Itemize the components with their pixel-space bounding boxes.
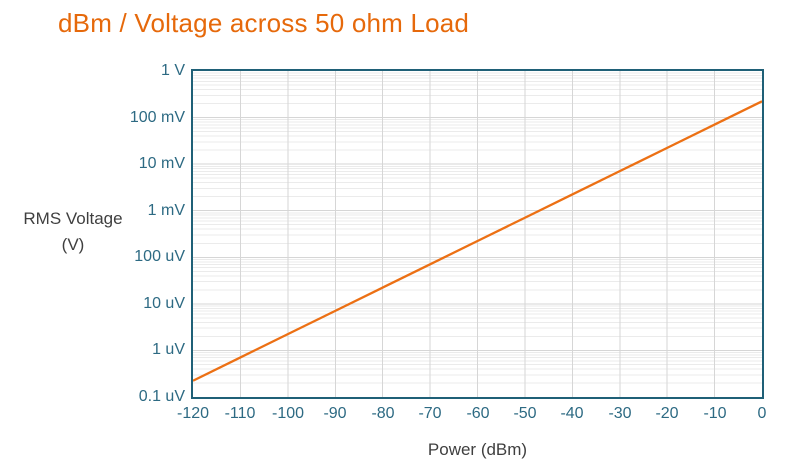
x-tick-label: -30 [608, 405, 632, 422]
x-tick-label: -80 [371, 405, 395, 422]
data-line-rms-voltage [193, 100, 762, 382]
y-axis-title: RMS Voltage (V) [0, 206, 146, 257]
x-tick-label: 0 [757, 405, 767, 422]
plot-canvas [193, 71, 762, 397]
x-tick-label: -60 [466, 405, 490, 422]
x-tick-label: -70 [418, 405, 442, 422]
y-tick-label: 1 mV [147, 202, 185, 219]
x-tick-label: -90 [323, 405, 347, 422]
y-tick-label: 100 uV [134, 248, 185, 265]
x-tick-label: -40 [560, 405, 584, 422]
x-tick-label: -110 [224, 405, 256, 422]
x-tick-label: -20 [655, 405, 679, 422]
y-tick-label: 100 mV [129, 109, 185, 126]
y-tick-label: 1 uV [152, 341, 185, 358]
y-tick-label: 10 uV [143, 295, 185, 312]
x-tick-label: -120 [176, 405, 210, 422]
x-axis-title: Power (dBm) [427, 440, 528, 459]
y-tick-label: 1 V [160, 62, 185, 79]
plot-area [191, 69, 764, 399]
y-tick-label: 0.1 uV [138, 388, 185, 405]
y-axis-title-line1: RMS Voltage [23, 209, 123, 228]
y-tick-label: 10 mV [138, 155, 185, 172]
x-tick-label: -100 [271, 405, 305, 422]
y-axis-title-line2: (V) [61, 234, 85, 254]
x-tick-label: -10 [703, 405, 727, 422]
chart-title: dBm / Voltage across 50 ohm Load [58, 8, 470, 38]
x-tick-label: -50 [513, 405, 537, 422]
